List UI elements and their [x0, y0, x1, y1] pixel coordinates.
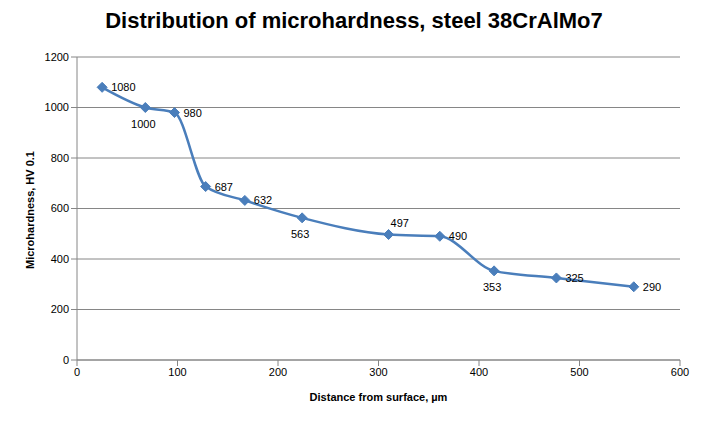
svg-text:490: 490: [449, 230, 467, 242]
svg-text:563: 563: [291, 228, 309, 240]
svg-text:0: 0: [74, 366, 80, 378]
html-text:Distribution of microhardness,: Distribution of microhardness, steel 38C…: [105, 8, 603, 33]
svg-text:1000: 1000: [131, 118, 155, 130]
svg-text:290: 290: [643, 281, 661, 293]
svg-text:632: 632: [254, 194, 272, 206]
svg-text:497: 497: [391, 217, 409, 229]
svg-text:600: 600: [671, 366, 689, 378]
svg-text:800: 800: [51, 152, 69, 164]
svg-text:1200: 1200: [45, 51, 69, 63]
svg-text:1000: 1000: [45, 101, 69, 113]
svg-text:600: 600: [51, 202, 69, 214]
svg-text:0: 0: [63, 354, 69, 366]
svg-text:300: 300: [369, 366, 387, 378]
svg-text:353: 353: [483, 281, 501, 293]
html-text:Distance from surface, µm: Distance from surface, µm: [309, 391, 448, 403]
svg-text:400: 400: [470, 366, 488, 378]
svg-text:325: 325: [565, 272, 583, 284]
svg-text:100: 100: [168, 366, 186, 378]
svg-text:200: 200: [269, 366, 287, 378]
svg-text:1080: 1080: [111, 81, 135, 93]
svg-text:980: 980: [183, 107, 201, 119]
svg-text:200: 200: [51, 303, 69, 315]
svg-text:687: 687: [215, 181, 233, 193]
svg-text:500: 500: [570, 366, 588, 378]
html-text:Microhardness, HV 0.1: Microhardness, HV 0.1: [24, 151, 36, 269]
svg-text:400: 400: [51, 253, 69, 265]
